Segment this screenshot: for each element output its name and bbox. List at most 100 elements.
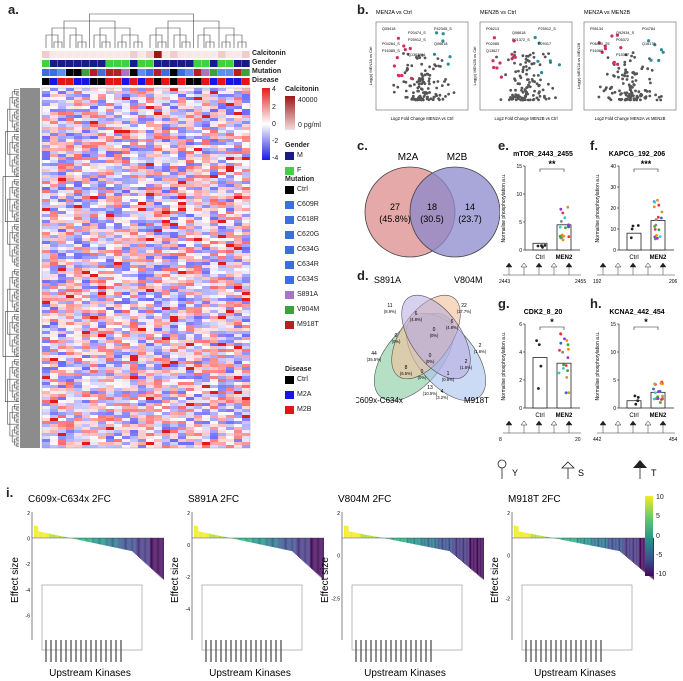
- kinase-bar: [207, 533, 208, 539]
- kinase-bar: [436, 538, 438, 549]
- kinase-bar: [50, 533, 52, 538]
- volcano-point: [650, 68, 654, 72]
- kinase-bar: [261, 538, 263, 545]
- volcano-point: [417, 98, 421, 102]
- legend-label: C634R: [297, 261, 319, 268]
- kinase-bar: [235, 538, 237, 540]
- kinase-bar: [425, 538, 427, 547]
- venn4-count: 0: [421, 369, 424, 375]
- panel-label-i: i.: [6, 485, 14, 500]
- volcano-point: [437, 97, 440, 100]
- kinase-bar: [56, 535, 58, 538]
- kinase-bar: [596, 538, 598, 547]
- kinase-bar: [353, 532, 355, 538]
- volcano-point: [439, 65, 442, 68]
- kinase-bar: [122, 538, 124, 550]
- kinase-bar: [301, 538, 303, 560]
- kinase-bar: [104, 538, 106, 546]
- kinase-bar: [270, 538, 272, 547]
- volcano-point: [514, 88, 517, 92]
- kinase-bar: [411, 538, 413, 544]
- kinase-bar: [264, 538, 266, 546]
- volcano-point: [436, 80, 440, 83]
- kinase-bar: [424, 538, 426, 547]
- kinase-bar: [57, 535, 59, 538]
- volcano-point: [632, 98, 636, 102]
- kinase-bar: [344, 525, 346, 538]
- volcano-point: [404, 89, 408, 93]
- venn4-count: 2: [465, 359, 468, 365]
- kinase-bar: [570, 538, 572, 542]
- bar-ylabel: Normalise phosphorylation a.u.: [595, 332, 601, 401]
- volcano-point: [538, 94, 542, 98]
- volcano-point: [521, 90, 525, 94]
- kinase-bar: [460, 538, 462, 561]
- volcano-point-up: [492, 36, 496, 40]
- venn4-pct: (0%): [430, 333, 439, 338]
- kinase-bar: [453, 538, 455, 555]
- kinase-bar: [238, 538, 240, 540]
- volcano-point: [413, 83, 416, 86]
- bar-dot: [653, 228, 657, 231]
- volcano-point: [425, 91, 429, 95]
- kinase-bar: [600, 538, 602, 548]
- kinase-bar: [47, 533, 48, 539]
- volcano-point: [623, 74, 626, 78]
- volcano-point: [538, 83, 541, 87]
- kinase-bar: [36, 526, 38, 538]
- volcano-point-up: [396, 36, 400, 40]
- kinase-bar: [102, 538, 104, 545]
- volcano-point: [639, 98, 642, 102]
- volcano-point: [530, 62, 534, 66]
- volcano-point: [435, 86, 439, 90]
- volcano-point: [525, 90, 528, 94]
- track-label-disease: Disease: [252, 77, 279, 84]
- bar-dot: [559, 220, 563, 223]
- kinase-bar: [515, 525, 517, 538]
- kinase-bar: [125, 538, 126, 550]
- volcano-point-up: [395, 56, 399, 60]
- bar-title: KCNA2_442_454: [609, 309, 664, 316]
- sig-marker: ***: [641, 159, 652, 169]
- volcano-xlabel: Log2 Fold Change MEN2A vs MEN2B: [595, 116, 666, 121]
- kinase-bar: [394, 538, 396, 541]
- bar-tick-label: 0: [613, 406, 616, 412]
- kinase-tick-label: 2: [337, 511, 340, 517]
- kinase-bar: [433, 538, 435, 549]
- kinase-bar: [589, 538, 591, 546]
- kinase-bar: [565, 538, 567, 541]
- bar: [626, 400, 642, 409]
- bar-dot: [633, 394, 637, 398]
- bar-dot: [656, 236, 659, 240]
- kinase-bar: [109, 538, 111, 547]
- kinase-title: M918T 2FC: [508, 494, 561, 505]
- venn-pct-m2a: (45.8%): [379, 214, 411, 224]
- bar-dot: [562, 234, 566, 238]
- kinase-bar: [94, 538, 96, 544]
- kinase-bar: [579, 538, 581, 544]
- kinase-bar: [77, 538, 79, 540]
- sig-bracket: [539, 168, 565, 172]
- bar-dot: [543, 244, 547, 247]
- bar: [532, 242, 548, 251]
- kinase-bar: [314, 538, 316, 572]
- volcano-point: [618, 98, 622, 101]
- kinase-bar: [418, 538, 420, 546]
- kinase-bar: [446, 538, 448, 551]
- kinase-bar: [60, 536, 61, 538]
- kinase-bar: [431, 538, 433, 548]
- residue-mark: [644, 262, 652, 268]
- volcano-point: [516, 93, 520, 97]
- legend-swatch: [285, 276, 294, 284]
- row-dendrogram: [2, 89, 19, 447]
- kinase-bar: [582, 538, 584, 544]
- kinase-bar: [426, 538, 428, 547]
- kinase-bar: [64, 536, 66, 538]
- kinase-bar: [213, 534, 215, 538]
- volcano-point-down: [653, 43, 657, 47]
- kinase-bar: [282, 538, 284, 550]
- kinase-bar: [216, 535, 218, 538]
- volcano-point: [423, 69, 427, 72]
- kinase-bar: [305, 538, 307, 564]
- volcano-point: [438, 93, 442, 97]
